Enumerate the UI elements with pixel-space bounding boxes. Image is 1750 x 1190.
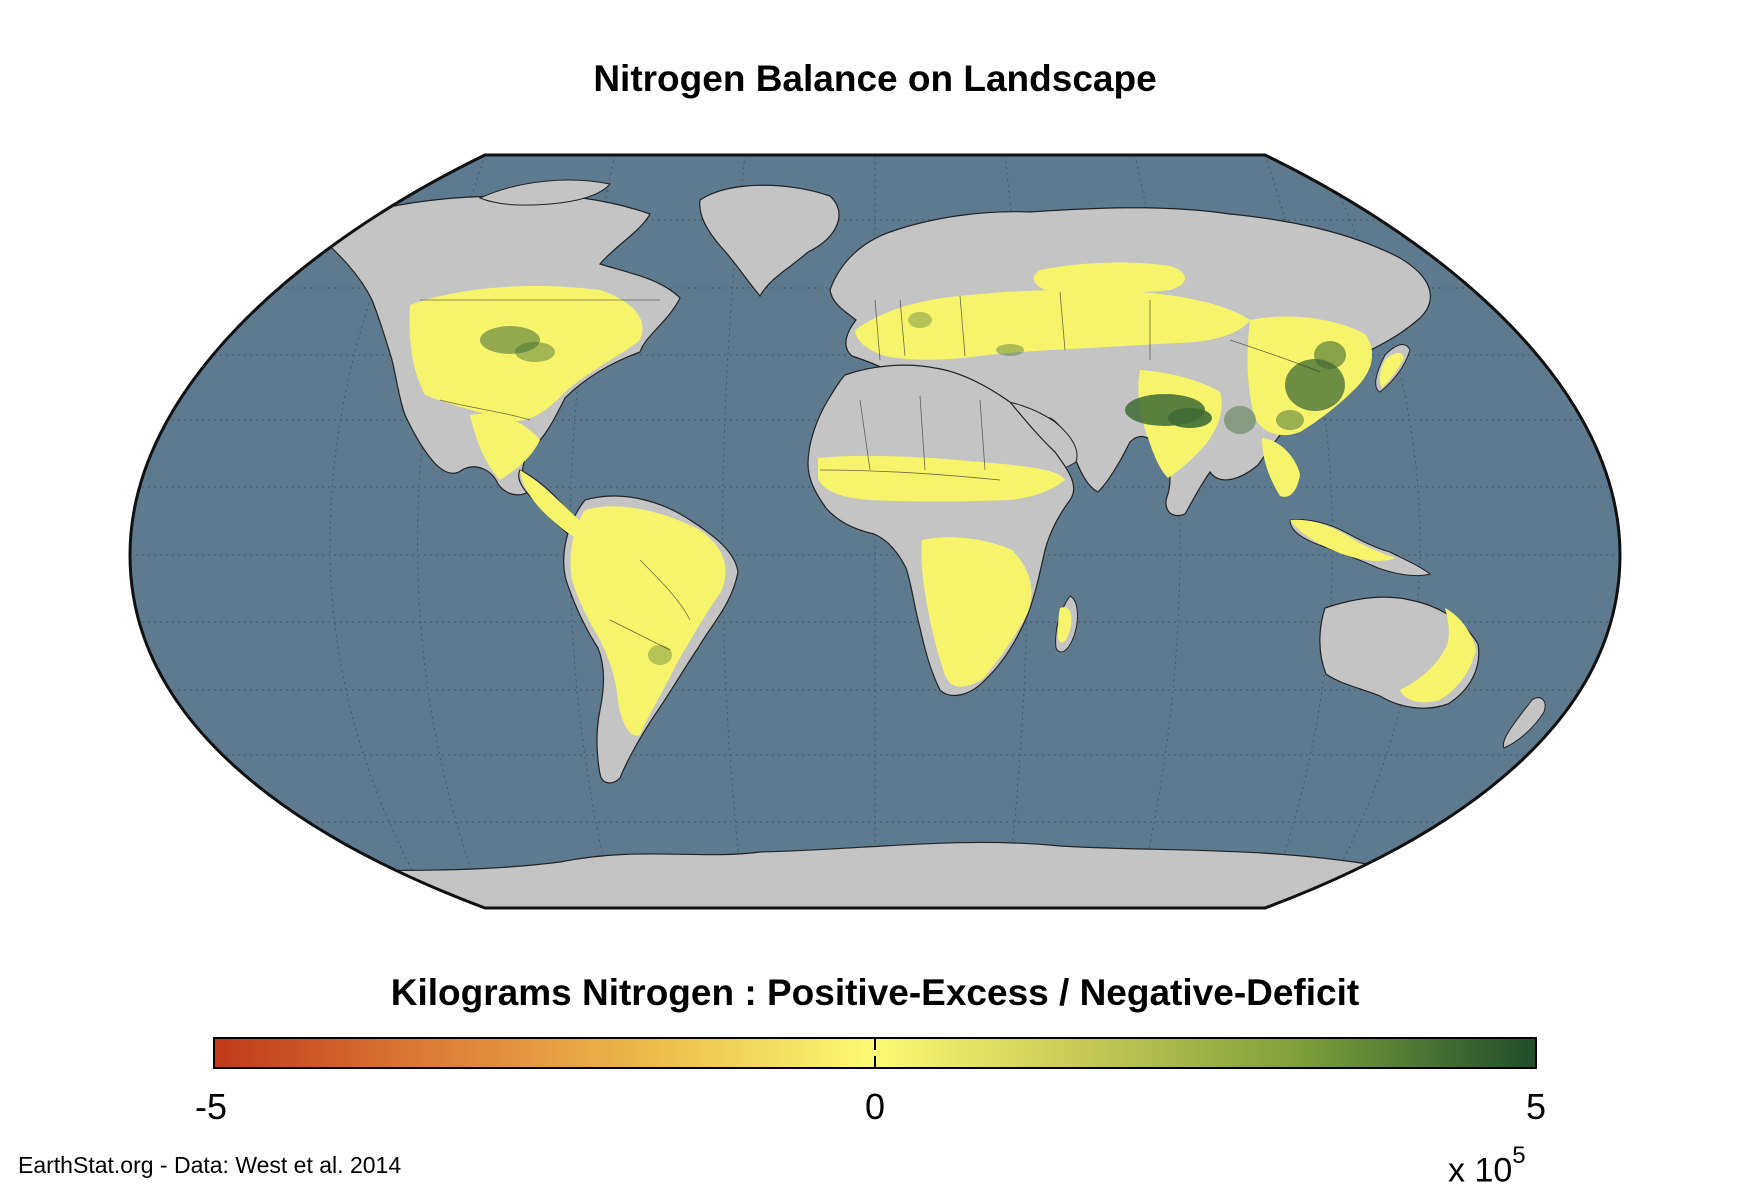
exponent-prefix: x 10 (1448, 1151, 1513, 1190)
country-borders (420, 291, 1321, 651)
greenland (699, 184, 840, 298)
colorbar-exponent: x 105 (1448, 1142, 1526, 1190)
colorbar-tick-label-mid: 0 (864, 1086, 886, 1127)
cropland-overlay (409, 262, 1476, 736)
new-zealand (1502, 697, 1546, 749)
colorbar-label: Kilograms Nitrogen : Positive-Excess / N… (390, 972, 1360, 1013)
globe-outline (128, 153, 1622, 910)
exponent-power: 5 (1512, 1142, 1526, 1169)
map-title: Nitrogen Balance on Landscape (593, 58, 1157, 99)
colorbar-tick-label-min: -5 (194, 1086, 227, 1127)
data-credit: EarthStat.org - Data: West et al. 2014 (18, 1152, 402, 1178)
colorbar-tick-label-max: 5 (1525, 1086, 1547, 1127)
excess-hotspots (480, 312, 1346, 665)
